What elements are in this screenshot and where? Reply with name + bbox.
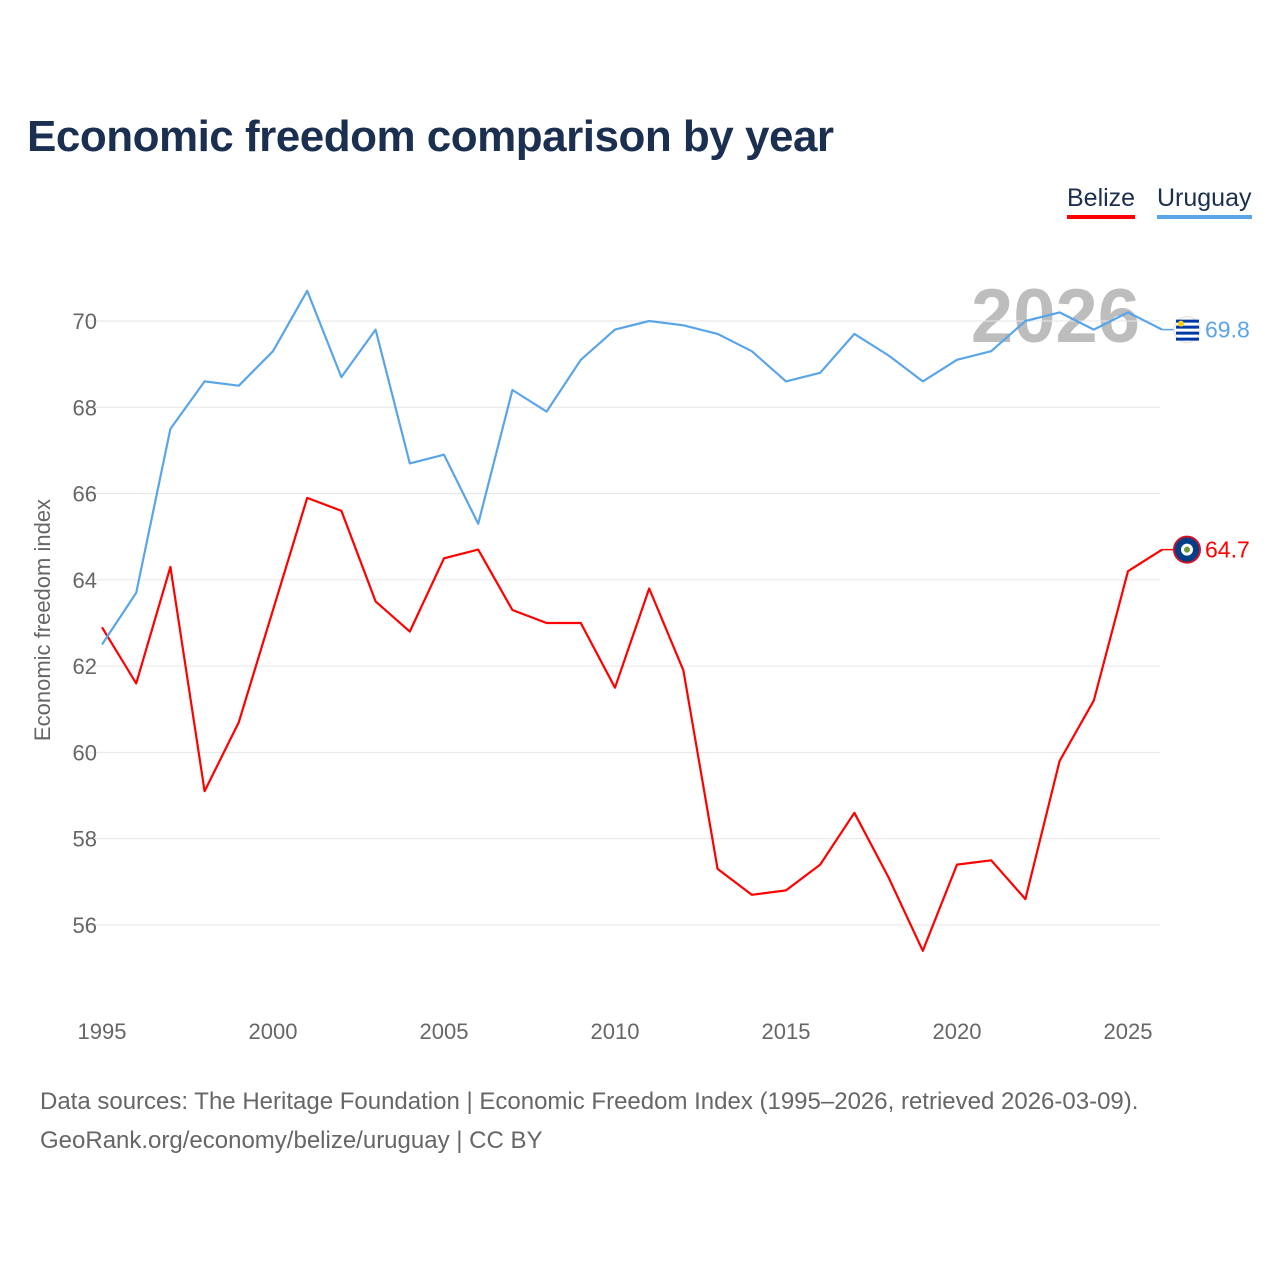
y-tick-label: 58 (73, 827, 97, 852)
x-tick-label: 2000 (249, 1019, 298, 1044)
legend-uruguay[interactable]: Uruguay (1157, 184, 1252, 219)
series-line-uruguay (101, 289, 1163, 646)
x-tick-label: 2005 (420, 1019, 469, 1044)
x-tick-label: 2020 (933, 1019, 982, 1044)
y-tick-label: 68 (73, 395, 97, 420)
x-tick-label: 2010 (591, 1019, 640, 1044)
y-tick-label: 62 (73, 654, 97, 679)
flag-stripe (1176, 325, 1199, 329)
y-tick-label: 70 (73, 309, 97, 334)
legend-belize[interactable]: Belize (1067, 184, 1136, 219)
flag-stripe (1176, 319, 1199, 323)
y-tick-label: 56 (73, 913, 97, 938)
y-tick-label: 64 (73, 568, 97, 593)
series-line-belize (101, 496, 1163, 952)
x-tick-label: 2025 (1104, 1019, 1153, 1044)
flag-emblem-center (1184, 546, 1190, 553)
end-value-label-belize: 64.7 (1205, 537, 1250, 563)
y-tick-label: 60 (73, 740, 97, 765)
flag-stripe (1176, 331, 1199, 335)
footer-sources: Data sources: The Heritage Foundation | … (40, 1088, 1139, 1115)
x-tick-label: 2015 (762, 1019, 811, 1044)
y-tick-label: 66 (73, 482, 97, 507)
footer-credit: GeoRank.org/economy/belize/uruguay | CC … (40, 1127, 543, 1154)
end-value-label-uruguay: 69.8 (1205, 317, 1250, 343)
flag-stripe (1176, 337, 1199, 341)
x-tick-label: 1995 (78, 1019, 127, 1044)
y-axis-label: Economic freedom index (30, 499, 55, 741)
flag-sun (1178, 320, 1184, 327)
chart-title: Economic freedom comparison by year (27, 112, 834, 161)
